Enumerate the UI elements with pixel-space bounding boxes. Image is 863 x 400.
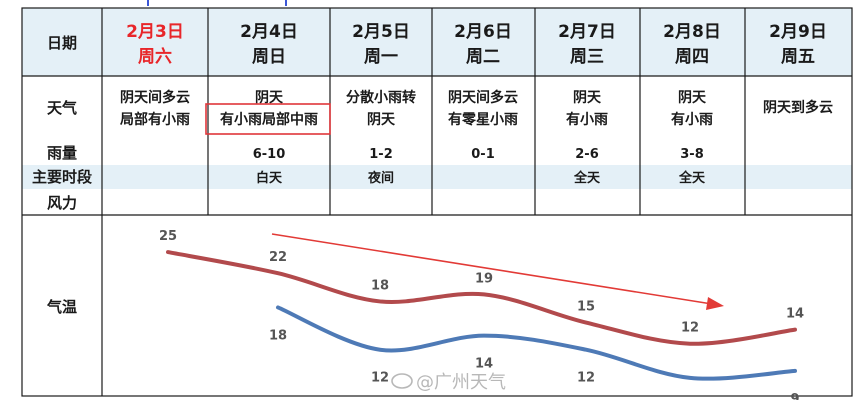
day-period: 白天 bbox=[256, 170, 283, 186]
day-weather-line: 阴天间多云 bbox=[448, 89, 518, 106]
weibo-logo-icon bbox=[391, 373, 413, 389]
row-label-weather: 天气 bbox=[47, 99, 77, 117]
day-weather-line: 阴天 bbox=[255, 90, 284, 106]
day-rain: 6-10 bbox=[253, 147, 286, 162]
row-label-period: 主要时段 bbox=[32, 168, 92, 186]
temp-label: 15 bbox=[577, 300, 595, 315]
weather-row-bg bbox=[22, 76, 852, 139]
day-weather-line: 有小雨 bbox=[566, 111, 608, 128]
day-date: 2月7日 bbox=[558, 22, 616, 42]
rain-row-bg bbox=[22, 139, 852, 165]
temp-label: 12 bbox=[371, 371, 389, 386]
day-weather-line: 有小雨局部中雨 bbox=[220, 111, 318, 128]
temp-label: 9 bbox=[790, 392, 799, 400]
day-weather-line: 阴天 bbox=[367, 112, 396, 128]
day-columns: 2月3日周六阴天间多云局部有小雨2月4日周日阴天有小雨局部中雨6-10白天2月5… bbox=[120, 22, 833, 186]
day-period: 夜间 bbox=[367, 170, 394, 186]
row-label-date: 日期 bbox=[47, 34, 77, 52]
day-weather-line: 有零星小雨 bbox=[448, 111, 518, 128]
temp-label: 14 bbox=[475, 357, 493, 372]
row-label-rain: 雨量 bbox=[47, 144, 77, 162]
top-accent-marks bbox=[147, 0, 287, 6]
day-rain: 1-2 bbox=[369, 147, 393, 162]
day-date: 2月8日 bbox=[663, 22, 721, 42]
temp-label: 25 bbox=[159, 229, 177, 244]
trend-arrow bbox=[271, 233, 713, 305]
highlight-box bbox=[205, 103, 331, 135]
watermark-text: @广州天气 bbox=[416, 372, 506, 393]
wind-row-bg bbox=[22, 189, 852, 215]
temp-label: 19 bbox=[475, 271, 493, 286]
day-weekday: 周三 bbox=[570, 47, 604, 67]
low-temp-line bbox=[276, 305, 797, 381]
day-weekday: 周日 bbox=[252, 47, 286, 67]
day-weather-line: 阴天到多云 bbox=[763, 99, 833, 116]
trend-arrow-head bbox=[706, 297, 724, 310]
day-date: 2月6日 bbox=[454, 22, 512, 42]
day-weather-line: 阴天 bbox=[678, 90, 707, 106]
day-date: 2月9日 bbox=[769, 22, 827, 42]
day-date: 2月4日 bbox=[240, 22, 298, 42]
day-weather-line: 阴天 bbox=[573, 90, 602, 106]
day-weekday: 周六 bbox=[138, 46, 172, 67]
day-weather-line: 有小雨 bbox=[671, 111, 713, 128]
day-rain: 2-6 bbox=[575, 147, 599, 162]
day-weekday: 周四 bbox=[675, 47, 709, 67]
day-period: 全天 bbox=[573, 170, 601, 186]
temp-label: 12 bbox=[577, 371, 595, 386]
period-row-bg bbox=[22, 165, 852, 189]
day-weekday: 周五 bbox=[781, 47, 815, 67]
temp-label: 18 bbox=[269, 328, 287, 343]
day-rain: 3-8 bbox=[680, 147, 704, 162]
table-grid bbox=[21, 7, 853, 397]
day-date: 2月5日 bbox=[352, 22, 410, 42]
temp-label: 22 bbox=[269, 250, 287, 265]
temp-label: 8 bbox=[685, 399, 694, 400]
watermark: @广州天气 bbox=[391, 372, 506, 393]
day-period: 全天 bbox=[678, 170, 706, 186]
day-weekday: 周二 bbox=[466, 47, 500, 67]
day-rain: 0-1 bbox=[471, 147, 495, 162]
day-date: 2月3日 bbox=[126, 22, 184, 42]
day-weather-line: 局部有小雨 bbox=[120, 111, 190, 128]
high-temp-line bbox=[166, 250, 797, 346]
day-weekday: 周一 bbox=[364, 47, 398, 67]
temp-label: 14 bbox=[786, 307, 804, 322]
row-label-temp: 气温 bbox=[46, 298, 77, 316]
day-weather-line: 阴天间多云 bbox=[120, 89, 190, 106]
header-row-bg bbox=[22, 8, 852, 76]
temperature-chart: 25 22 18 19 15 12 14 18 12 14 12 8 9 bbox=[159, 229, 804, 400]
row-labels: 日期 天气 雨量 主要时段 风力 气温 bbox=[32, 34, 92, 316]
row-label-wind: 风力 bbox=[47, 194, 77, 212]
temp-label: 18 bbox=[371, 278, 389, 293]
temp-label: 12 bbox=[681, 321, 699, 336]
day-weather-line: 分散小雨转 bbox=[346, 89, 416, 106]
